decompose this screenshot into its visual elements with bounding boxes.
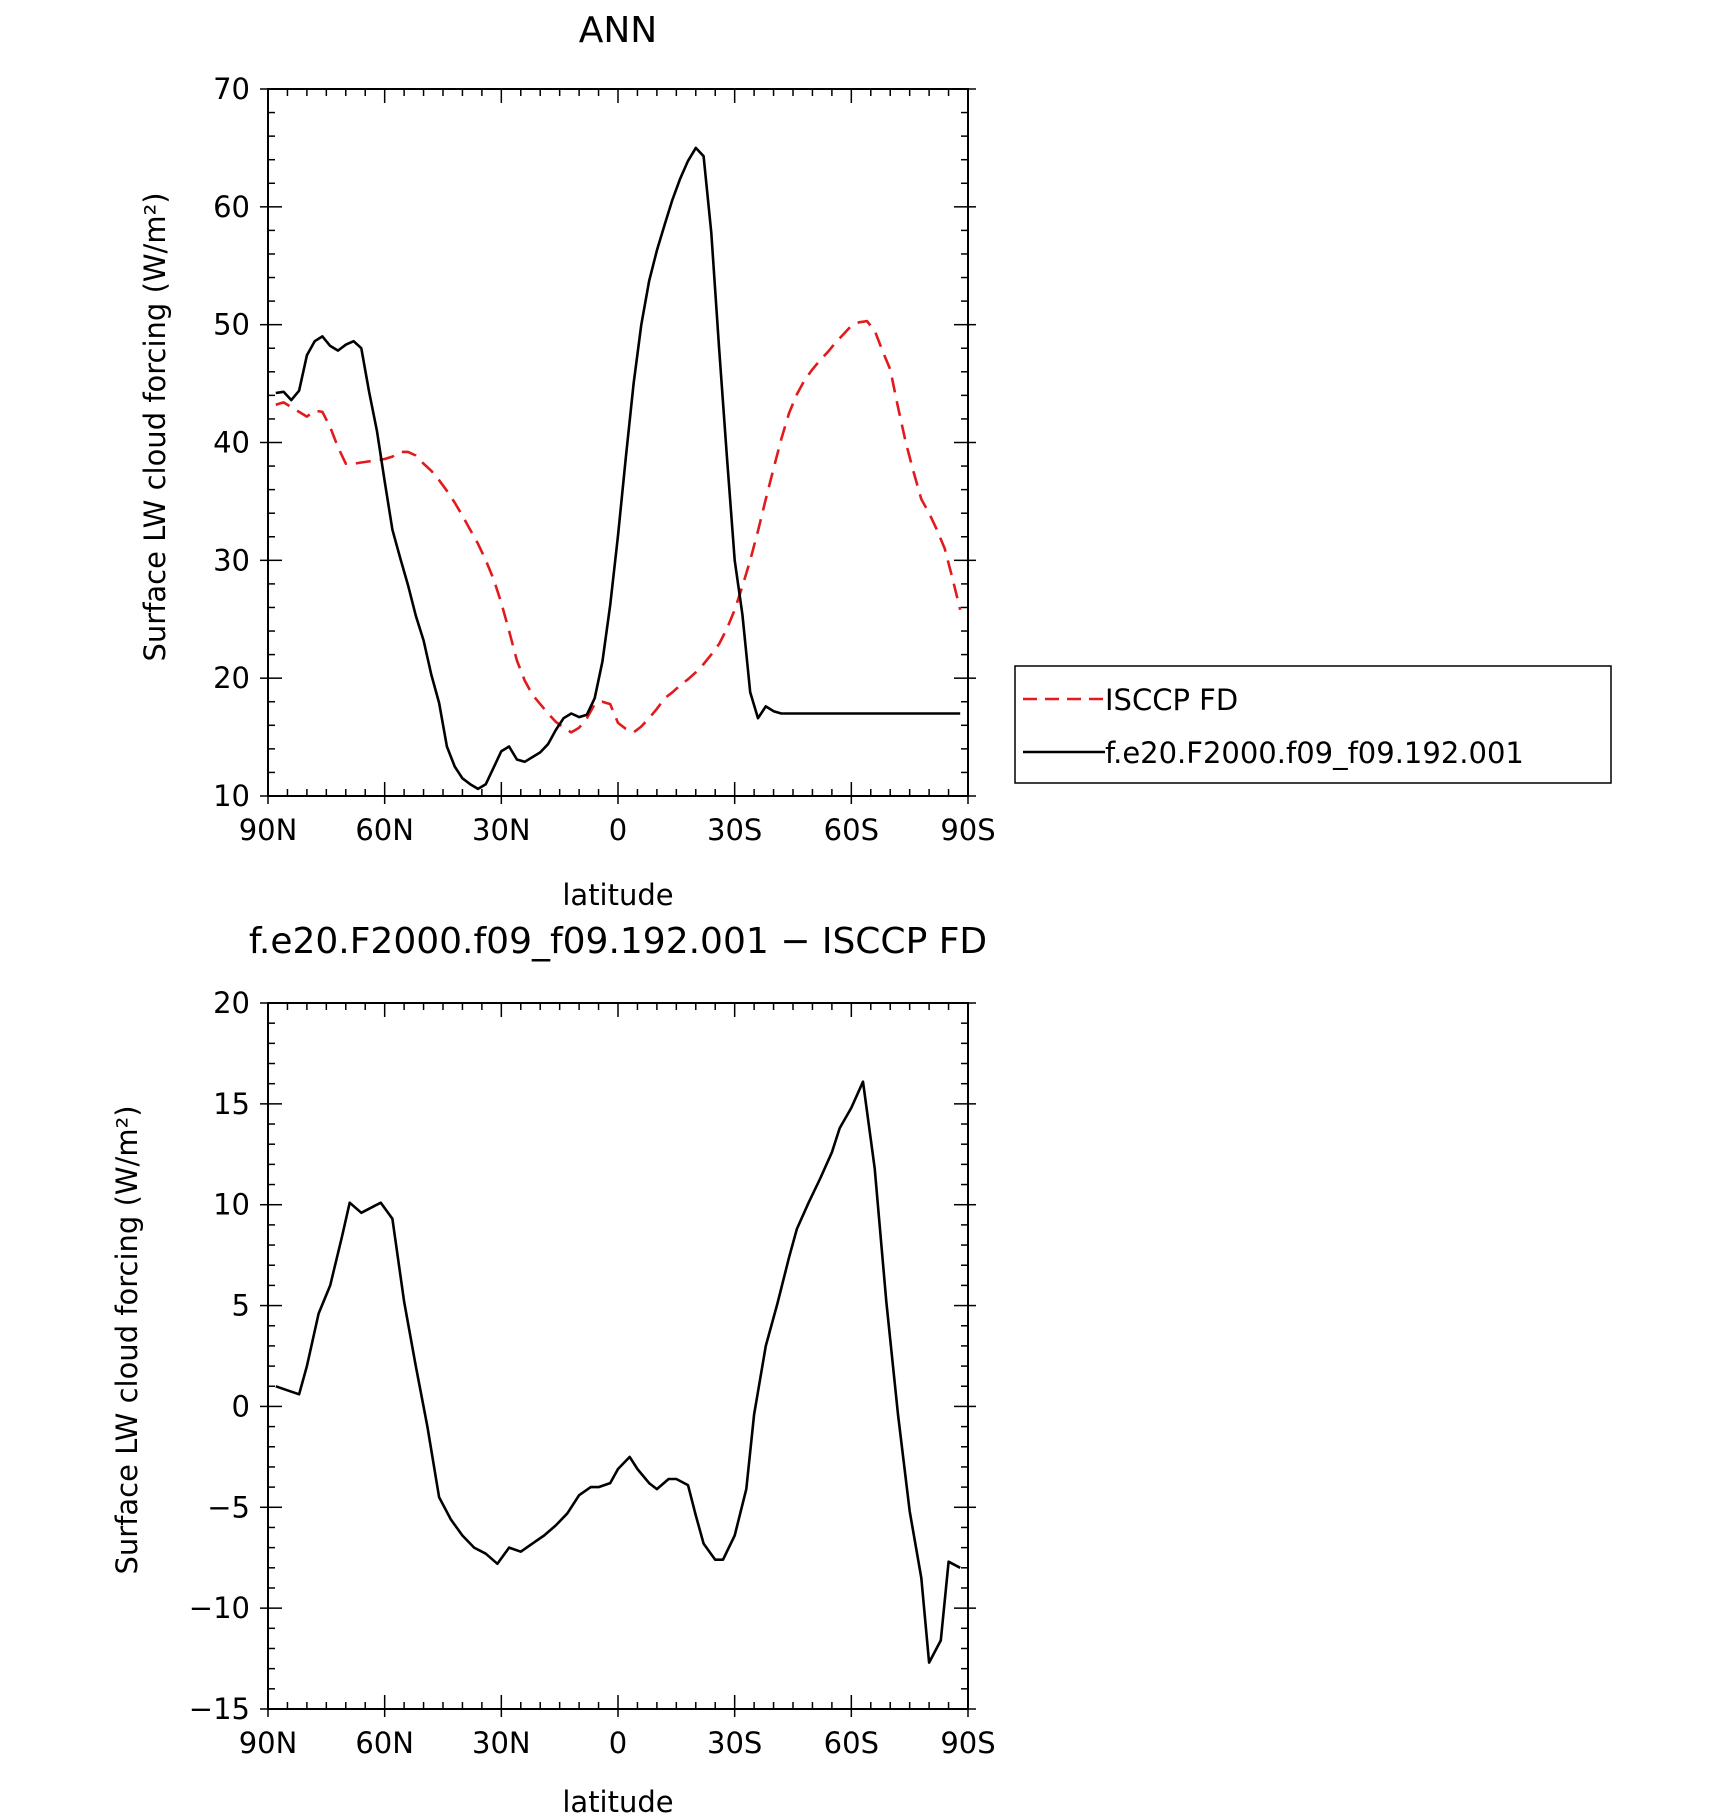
x-tick-label: 30S — [707, 1726, 762, 1760]
y-tick-label: −5 — [207, 1490, 250, 1524]
series-line-isccp-fd — [275, 319, 962, 734]
x-tick-label: 90N — [239, 1726, 298, 1760]
legend: ISCCP FD f.e20.F2000.f09_f09.192.001 — [1014, 665, 1612, 784]
bottom-panel: f.e20.F2000.f09_f09.192.001 − ISCCP FD S… — [110, 921, 996, 1816]
chart-title: ANN — [579, 10, 658, 51]
y-tick-label: 10 — [213, 779, 250, 813]
y-tick-label: 60 — [213, 190, 250, 224]
x-tick-label: 60S — [824, 813, 879, 847]
y-tick-label: 50 — [213, 308, 250, 342]
x-tick-label: 90N — [239, 813, 298, 847]
legend-box — [1014, 665, 1612, 784]
x-tick-label: 60S — [824, 1726, 879, 1760]
y-tick-label: 20 — [213, 986, 250, 1020]
x-tick-label: 30N — [472, 813, 531, 847]
y-tick-label: 40 — [213, 426, 250, 460]
series-line-f-e20-f2000-f09-f09-192-001 — [275, 146, 961, 791]
x-tick-label: 0 — [609, 813, 627, 847]
x-tick-label: 60N — [355, 1726, 414, 1760]
legend-label-model: f.e20.F2000.f09_f09.192.001 — [1105, 736, 1524, 770]
y-tick-label: 70 — [213, 72, 250, 106]
chart-title: f.e20.F2000.f09_f09.192.001 − ISCCP FD — [249, 921, 987, 962]
x-axis-label: latitude — [562, 1785, 673, 1816]
plot-frame — [267, 88, 969, 797]
x-tick-label: 0 — [609, 1726, 627, 1760]
y-axis-label: Surface LW cloud forcing (W/m²) — [138, 192, 172, 661]
plot-frame — [267, 1002, 969, 1710]
y-tick-label: −10 — [189, 1591, 250, 1625]
y-axis-label: Surface LW cloud forcing (W/m²) — [110, 1105, 144, 1574]
y-tick-label: 5 — [232, 1289, 250, 1323]
x-tick-label: 90S — [940, 813, 995, 847]
legend-label-isccp: ISCCP FD — [1105, 683, 1238, 717]
x-axis-label: latitude — [562, 878, 673, 912]
top-panel: ANN Surface LW cloud forcing (W/m²) lati… — [138, 10, 996, 912]
x-tick-label: 30N — [472, 1726, 531, 1760]
series-line-difference — [275, 1080, 961, 1664]
y-tick-label: −15 — [189, 1692, 250, 1726]
y-tick-label: 30 — [213, 543, 250, 577]
y-tick-label: 15 — [213, 1087, 250, 1121]
x-tick-label: 60N — [355, 813, 414, 847]
x-tick-label: 30S — [707, 813, 762, 847]
y-tick-label: 10 — [213, 1188, 250, 1222]
x-tick-label: 90S — [940, 1726, 995, 1760]
y-tick-label: 0 — [232, 1389, 250, 1423]
y-tick-label: 20 — [213, 661, 250, 695]
